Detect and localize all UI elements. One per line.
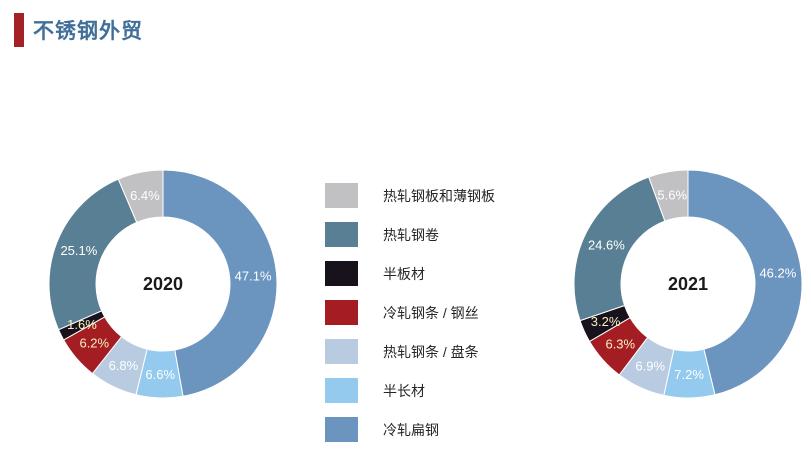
donut-chart-2020: 47.1% 6.6% 6.8% 6.2% 1.6% 25.1% 6.4% 2020 bbox=[43, 164, 283, 404]
legend-item-3: 冷轧钢条 / 钢丝 bbox=[325, 300, 495, 325]
donut-slice-2021-6 bbox=[687, 169, 803, 396]
page-header: 不锈钢外贸 bbox=[14, 13, 143, 47]
legend-swatch-4 bbox=[325, 339, 358, 364]
slice-value-label-2020-3: 6.2% bbox=[79, 335, 109, 350]
legend-swatch-1 bbox=[325, 222, 358, 247]
legend-swatch-3 bbox=[325, 300, 358, 325]
legend-item-0: 热轧钢板和薄钢板 bbox=[325, 183, 495, 208]
legend-label-6: 冷轧扁钢 bbox=[383, 421, 439, 438]
legend-item-6: 冷轧扁钢 bbox=[325, 417, 495, 442]
donut-slice-2020-0 bbox=[117, 169, 164, 224]
slice-value-label-2021-2: 3.2% bbox=[591, 314, 621, 329]
slice-value-label-2021-3: 6.3% bbox=[605, 337, 635, 352]
slice-value-label-2021-4: 6.9% bbox=[635, 359, 665, 374]
legend-label-2: 半板材 bbox=[383, 265, 425, 282]
legend-item-2: 半板材 bbox=[325, 261, 495, 286]
slice-value-label-2021-0: 5.6% bbox=[657, 187, 687, 202]
slice-value-label-2020-2: 1.6% bbox=[67, 317, 97, 332]
legend-swatch-5 bbox=[325, 378, 358, 403]
donut-center-year-label: 2021 bbox=[668, 274, 708, 294]
slice-value-label-2020-1: 25.1% bbox=[60, 243, 97, 258]
donut-slice-2021-0 bbox=[648, 169, 689, 222]
page-title: 不锈钢外贸 bbox=[33, 20, 143, 43]
slice-value-label-2021-6: 46.2% bbox=[759, 266, 796, 281]
legend-label-3: 冷轧钢条 / 钢丝 bbox=[383, 304, 479, 321]
legend-swatch-0 bbox=[325, 183, 358, 208]
donut-slice-2020-6 bbox=[162, 169, 278, 397]
slice-value-label-2020-4: 6.8% bbox=[109, 358, 139, 373]
legend-swatch-2 bbox=[325, 261, 358, 286]
slice-value-label-2020-5: 6.6% bbox=[145, 367, 175, 382]
legend-label-0: 热轧钢板和薄钢板 bbox=[383, 187, 495, 204]
slice-value-label-2021-5: 7.2% bbox=[674, 367, 704, 382]
legend-swatch-6 bbox=[325, 417, 358, 442]
donut-center-year-label: 2020 bbox=[143, 274, 183, 294]
chart-legend: 热轧钢板和薄钢板 热轧钢卷半板材冷轧钢条 / 钢丝 热轧钢条 / 盘条 半长材冷轧扁钢 bbox=[325, 183, 495, 456]
slice-value-label-2021-1: 24.6% bbox=[588, 238, 625, 253]
donut-chart-2021: 46.2% 7.2% 6.9% 6.3% 3.2% 24.6% 5.6% 2021 bbox=[568, 164, 808, 404]
legend-item-4: 热轧钢条 / 盘条 bbox=[325, 339, 495, 364]
donut-slice-2020-1 bbox=[48, 178, 138, 331]
title-accent-bar bbox=[14, 13, 24, 47]
legend-label-4: 热轧钢条 / 盘条 bbox=[383, 343, 479, 360]
legend-item-1: 热轧钢卷 bbox=[325, 222, 495, 247]
legend-label-5: 半长材 bbox=[383, 382, 425, 399]
slice-value-label-2020-6: 47.1% bbox=[235, 269, 272, 284]
slice-value-label-2020-0: 6.4% bbox=[130, 188, 160, 203]
legend-item-5: 半长材 bbox=[325, 378, 495, 403]
legend-label-1: 热轧钢卷 bbox=[383, 226, 439, 243]
